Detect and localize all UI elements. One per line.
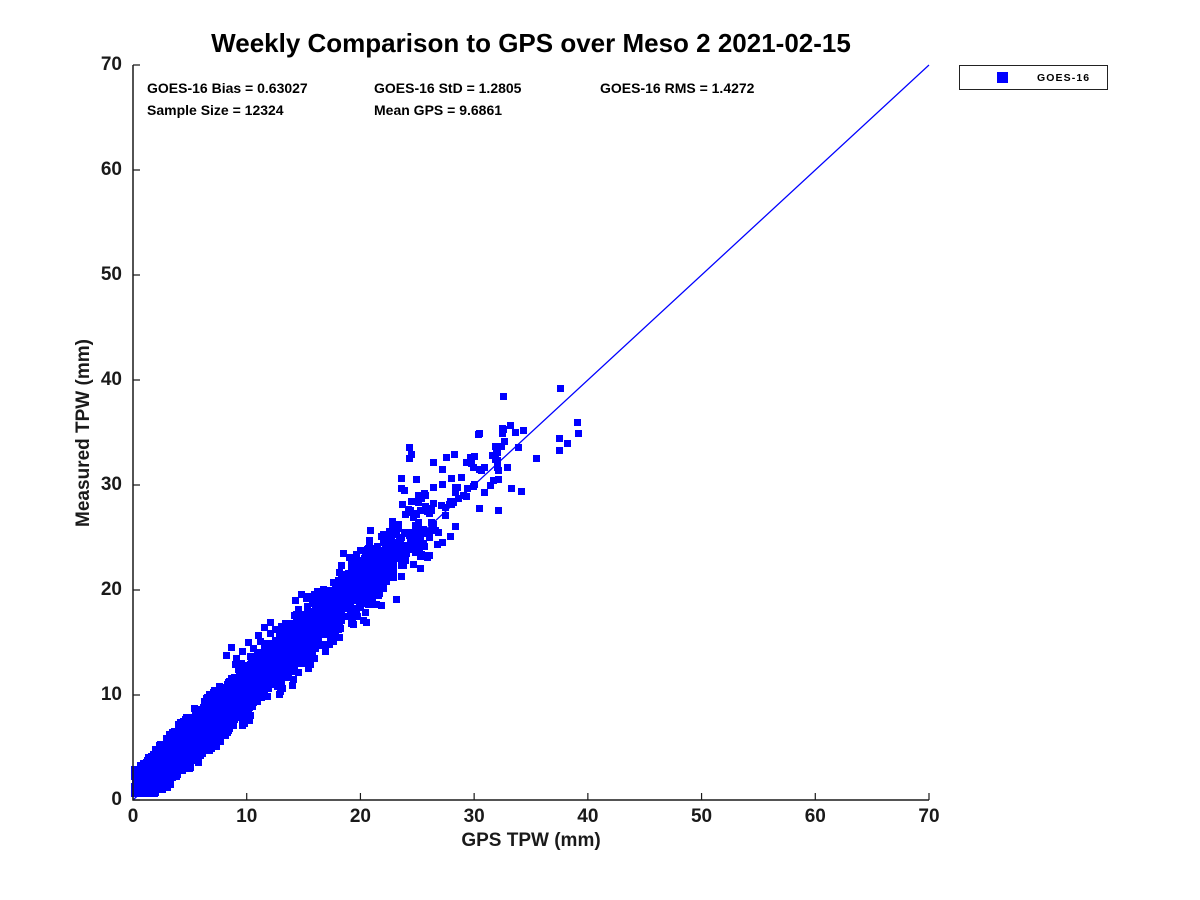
y-tick-label: 30 bbox=[100, 474, 122, 495]
y-tick-label: 50 bbox=[100, 264, 122, 285]
y-tick-label: 0 bbox=[111, 789, 122, 810]
y-tick-label: 40 bbox=[100, 369, 122, 390]
x-tick-label: 70 bbox=[918, 806, 940, 827]
stat-bias: GOES-16 Bias = 0.63027 bbox=[147, 80, 308, 96]
x-tick-label: 0 bbox=[127, 806, 139, 827]
stat-std: GOES-16 StD = 1.2805 bbox=[374, 80, 522, 96]
legend: GOES-16 bbox=[959, 65, 1108, 90]
chart-title: Weekly Comparison to GPS over Meso 2 202… bbox=[211, 28, 851, 58]
y-tick-label: 20 bbox=[100, 579, 122, 600]
x-tick-label: 60 bbox=[804, 806, 826, 827]
x-tick-label: 30 bbox=[463, 806, 485, 827]
stat-rms: GOES-16 RMS = 1.4272 bbox=[600, 80, 755, 96]
y-tick-label: 70 bbox=[100, 54, 122, 75]
x-tick-label: 20 bbox=[349, 806, 371, 827]
x-axis-label: GPS TPW (mm) bbox=[461, 830, 601, 851]
stat-sample-size: Sample Size = 12324 bbox=[147, 102, 284, 118]
y-tick-label: 10 bbox=[100, 684, 122, 705]
y-tick-label: 60 bbox=[100, 159, 122, 180]
stat-mean-gps: Mean GPS = 9.6861 bbox=[374, 102, 503, 118]
x-tick-label: 40 bbox=[577, 806, 599, 827]
x-tick-label: 10 bbox=[236, 806, 258, 827]
legend-marker-goes16-icon bbox=[997, 72, 1008, 83]
x-tick-label: 50 bbox=[690, 806, 713, 827]
legend-label-goes16: GOES-16 bbox=[1037, 71, 1091, 84]
